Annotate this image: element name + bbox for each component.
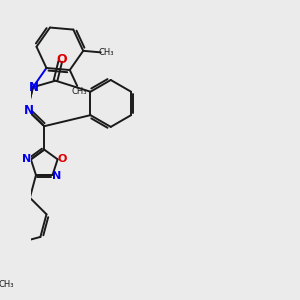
- Text: N: N: [24, 104, 34, 117]
- Text: N: N: [29, 81, 39, 94]
- Text: N: N: [52, 171, 62, 181]
- Text: CH₃: CH₃: [99, 48, 114, 57]
- Text: CH₃: CH₃: [72, 87, 87, 96]
- Text: CH₃: CH₃: [0, 280, 14, 290]
- Text: N: N: [22, 154, 31, 164]
- Text: O: O: [57, 154, 67, 164]
- Text: O: O: [56, 53, 67, 66]
